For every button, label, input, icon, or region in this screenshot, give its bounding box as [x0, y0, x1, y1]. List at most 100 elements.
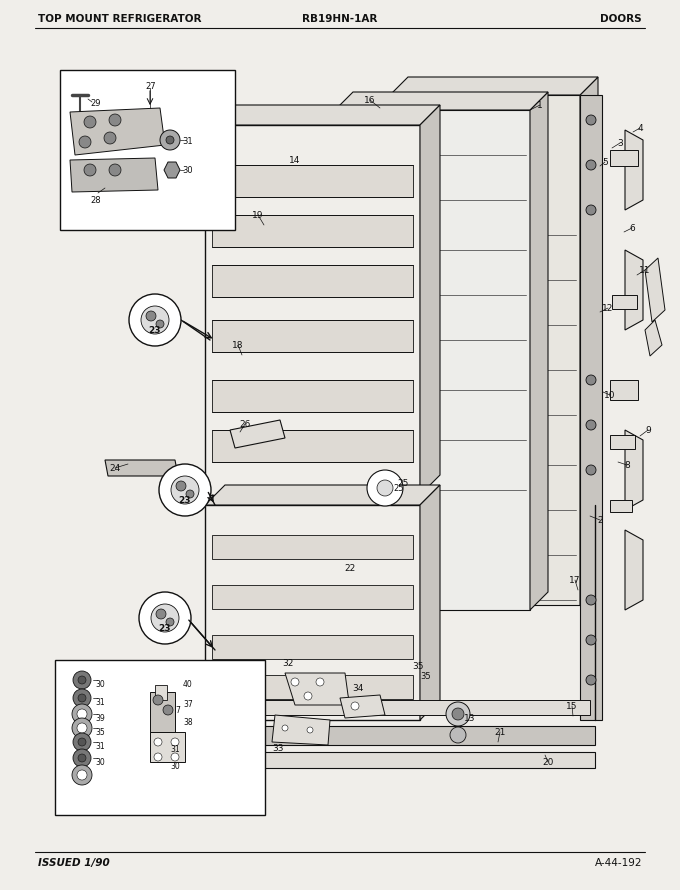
Text: 4: 4 — [637, 124, 643, 133]
Text: 2: 2 — [597, 515, 602, 524]
Circle shape — [84, 164, 96, 176]
Text: 16: 16 — [364, 95, 376, 104]
Text: 39: 39 — [95, 714, 105, 723]
Polygon shape — [335, 110, 530, 610]
Circle shape — [304, 692, 312, 700]
Text: 35: 35 — [412, 661, 424, 670]
Polygon shape — [230, 420, 285, 448]
Text: 23: 23 — [158, 624, 171, 633]
Circle shape — [72, 704, 92, 724]
Polygon shape — [285, 673, 350, 705]
Text: 18: 18 — [233, 341, 243, 350]
Circle shape — [159, 464, 211, 516]
Text: DOORS: DOORS — [600, 14, 642, 24]
Circle shape — [166, 618, 174, 626]
Bar — [35, 35, 645, 845]
Text: ISSUED 1/90: ISSUED 1/90 — [38, 858, 109, 868]
Text: 5: 5 — [602, 158, 608, 166]
Polygon shape — [612, 295, 637, 309]
Circle shape — [73, 749, 91, 767]
Polygon shape — [610, 435, 635, 449]
Circle shape — [141, 306, 169, 334]
Text: 10: 10 — [605, 391, 616, 400]
Polygon shape — [205, 485, 440, 505]
Polygon shape — [625, 530, 643, 610]
Circle shape — [77, 770, 87, 780]
Text: 26: 26 — [239, 419, 251, 428]
Text: 21: 21 — [494, 727, 506, 737]
Polygon shape — [215, 726, 595, 745]
Circle shape — [109, 164, 121, 176]
Bar — [55, 660, 265, 815]
Circle shape — [316, 678, 324, 686]
Polygon shape — [205, 505, 420, 720]
Polygon shape — [625, 430, 643, 510]
Text: 13: 13 — [464, 714, 476, 723]
Circle shape — [77, 723, 87, 733]
Text: 25: 25 — [397, 479, 409, 488]
Polygon shape — [272, 715, 330, 745]
Circle shape — [171, 738, 179, 746]
Text: 30: 30 — [170, 762, 180, 771]
Text: 30: 30 — [95, 679, 105, 689]
Polygon shape — [580, 95, 602, 720]
Text: 30: 30 — [182, 166, 192, 175]
Circle shape — [307, 727, 313, 733]
Text: 40: 40 — [183, 680, 192, 689]
Text: 34: 34 — [352, 684, 364, 692]
Polygon shape — [390, 95, 580, 605]
Text: 8: 8 — [624, 460, 630, 470]
Text: 15: 15 — [566, 701, 578, 710]
Circle shape — [146, 311, 156, 321]
Bar — [150, 692, 175, 732]
Circle shape — [79, 136, 91, 148]
Circle shape — [586, 635, 596, 645]
Circle shape — [156, 609, 166, 619]
Polygon shape — [212, 635, 413, 659]
Circle shape — [73, 733, 91, 751]
Circle shape — [586, 115, 596, 125]
Polygon shape — [625, 250, 643, 330]
Text: 31: 31 — [95, 698, 105, 707]
Text: 31: 31 — [170, 745, 180, 754]
Polygon shape — [610, 500, 632, 512]
Circle shape — [291, 678, 299, 686]
Text: 30: 30 — [95, 757, 105, 766]
Circle shape — [367, 470, 403, 506]
Polygon shape — [212, 430, 413, 462]
Bar — [150, 732, 185, 762]
Circle shape — [586, 205, 596, 215]
Polygon shape — [212, 675, 413, 699]
Polygon shape — [205, 105, 440, 125]
Circle shape — [109, 114, 121, 126]
Circle shape — [78, 738, 86, 746]
Circle shape — [77, 709, 87, 719]
Circle shape — [153, 695, 163, 705]
Polygon shape — [610, 150, 638, 166]
Circle shape — [73, 671, 91, 689]
Text: 14: 14 — [289, 156, 301, 165]
Circle shape — [176, 481, 186, 491]
Circle shape — [586, 160, 596, 170]
Circle shape — [452, 708, 464, 720]
Circle shape — [586, 375, 596, 385]
Text: RB19HN-1AR: RB19HN-1AR — [303, 14, 377, 24]
Circle shape — [73, 689, 91, 707]
Polygon shape — [390, 77, 598, 95]
Polygon shape — [70, 158, 158, 192]
Polygon shape — [420, 485, 440, 720]
Text: TOP MOUNT REFRIGERATOR: TOP MOUNT REFRIGERATOR — [38, 14, 201, 24]
Circle shape — [154, 753, 162, 761]
Text: 7: 7 — [175, 706, 180, 715]
Polygon shape — [212, 165, 413, 197]
Text: 22: 22 — [344, 563, 356, 572]
Text: 23: 23 — [148, 326, 160, 335]
Polygon shape — [212, 535, 413, 559]
Polygon shape — [70, 108, 165, 155]
Text: 23: 23 — [178, 496, 190, 505]
Circle shape — [450, 727, 466, 743]
Polygon shape — [580, 77, 598, 605]
Polygon shape — [105, 460, 178, 476]
Text: 3: 3 — [617, 139, 623, 148]
Text: 12: 12 — [602, 303, 613, 312]
